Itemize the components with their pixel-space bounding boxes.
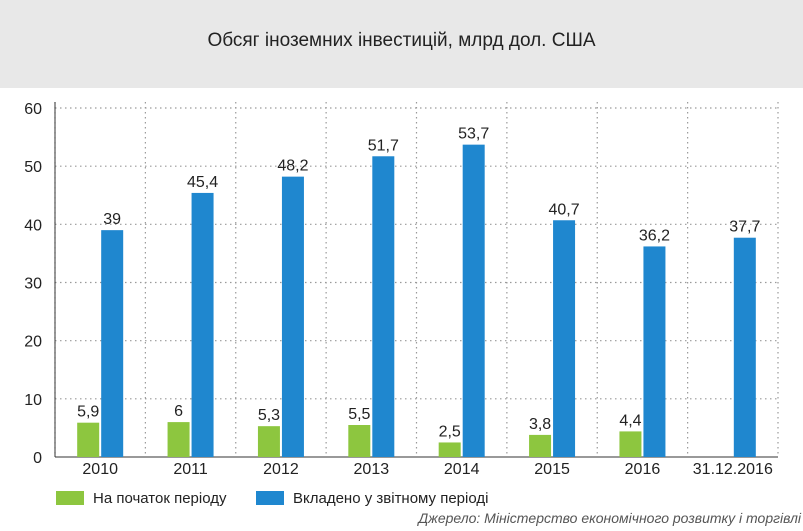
bar-invested: [281, 176, 304, 457]
data-label: 5,3: [258, 407, 280, 424]
x-tick-label: 31.12.2016: [693, 461, 773, 478]
data-label: 2,5: [439, 423, 461, 440]
x-tick-label: 2010: [82, 461, 118, 478]
data-label: 53,7: [458, 126, 489, 143]
data-label: 45,4: [187, 174, 218, 191]
x-tick-label: 2016: [625, 461, 661, 478]
legend-item-invested: Вкладено у звітному періоді: [256, 488, 488, 508]
bar-chart: 0 10 20 30 40 50 60 5,9 39 2010 6 45,4 2011 5,3 48,2 20…: [24, 101, 779, 478]
data-label: 37,7: [729, 219, 760, 236]
bar-start-of-period: [167, 422, 190, 457]
y-tick-label: 20: [24, 334, 42, 351]
data-label: 3,8: [529, 416, 551, 433]
bar-start-of-period: [529, 434, 552, 457]
bar-start-of-period: [77, 422, 100, 457]
x-tick-label: 2015: [534, 461, 570, 478]
legend-swatch-start: [56, 491, 84, 505]
legend-item-start: На початок періоду: [56, 488, 226, 508]
data-label: 4,4: [619, 412, 641, 429]
y-tick-label: 50: [24, 159, 42, 176]
data-label: 5,9: [77, 404, 99, 421]
bar-start-of-period: [438, 442, 461, 457]
x-tick-label: 2013: [354, 461, 390, 478]
bar-start-of-period: [348, 425, 371, 457]
legend-label-invested: Вкладено у звітному періоді: [293, 489, 489, 507]
data-label: 48,2: [277, 158, 308, 175]
bar-invested: [372, 156, 395, 458]
data-label: 39: [103, 211, 121, 228]
y-tick-label: 60: [24, 101, 42, 118]
bar-invested: [553, 220, 576, 457]
x-tick-label: 2012: [263, 461, 299, 478]
bar-invested: [101, 230, 124, 457]
legend-label-start: На початок періоду: [93, 489, 227, 507]
data-label: 6: [174, 403, 183, 420]
y-tick-label: 0: [33, 450, 42, 467]
data-label: 5,5: [348, 406, 370, 423]
x-tick-label: 2014: [444, 461, 480, 478]
bar-start-of-period: [619, 431, 642, 457]
data-label: 51,7: [368, 137, 399, 154]
y-tick-label: 40: [24, 217, 42, 234]
data-label: 40,7: [548, 201, 579, 218]
bar-invested: [462, 144, 485, 457]
y-tick-label: 30: [24, 276, 42, 293]
bar-invested: [191, 192, 214, 457]
source-note: Джерело: Міністерство економічного розви…: [418, 510, 801, 526]
chart-title: Обсяг іноземних інвестицій, млрд дол. СШ…: [207, 30, 596, 51]
data-label: 36,2: [639, 227, 670, 244]
legend-swatch-invested: [256, 491, 284, 505]
bar-invested: [733, 237, 756, 457]
x-tick-label: 2011: [173, 461, 208, 478]
bar-invested: [643, 246, 666, 457]
bar-start-of-period: [257, 426, 280, 457]
title-band: [0, 0, 803, 88]
y-tick-label: 10: [24, 392, 42, 409]
